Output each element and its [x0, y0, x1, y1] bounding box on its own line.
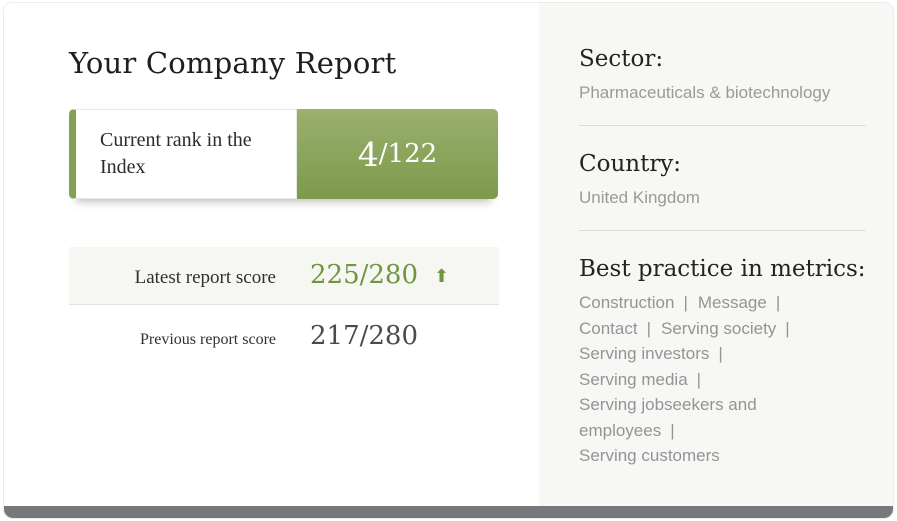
metric-item: Message | [697, 293, 781, 313]
sector-value: Pharmaceuticals & biotechnology [579, 82, 831, 102]
current-rank-total: 122 [387, 139, 438, 170]
previous-score-row: Previous report score 217/280 [69, 305, 499, 366]
current-rank-value: 4 [357, 134, 379, 174]
metric-separator: | [718, 344, 723, 364]
metric-item: Serving society | [661, 318, 790, 338]
metric-separator: | [646, 318, 652, 338]
best-practice-list: Construction | Message | Contact | Serving soc… [579, 290, 837, 469]
previous-score-value: 217/280 [310, 321, 419, 352]
latest-score-label: Latest report score [134, 267, 276, 289]
current-rank-box: Current rank in the Index 4/122 [69, 109, 498, 200]
page-title: Your Company Report [69, 46, 397, 80]
report-summary-pane: Your Company Report Current rank in the … [4, 3, 539, 506]
current-rank-value-box: 4/122 [297, 109, 498, 200]
card-body: Your Company Report Current rank in the … [4, 3, 893, 506]
best-practice-heading: Best practice in metrics: [579, 255, 866, 282]
metric-separator: | [683, 293, 688, 313]
latest-score-value: 225/280 [310, 260, 419, 291]
metric-item: Contact | [579, 318, 652, 338]
metric-separator: | [775, 293, 781, 313]
divider [579, 229, 866, 231]
metric-item: Serving investors | [579, 344, 723, 364]
company-details-pane: Sector: Pharmaceuticals & biotechnology … [539, 3, 893, 506]
previous-score-label: Previous report score [140, 331, 276, 349]
metric-item: Serving jobseekers and employees | [579, 395, 757, 440]
up-arrow-icon: ⬆ [434, 266, 450, 288]
latest-score-row: Latest report score 225/280 ⬆ [69, 247, 499, 306]
current-rank-label-box: Current rank in the Index [69, 109, 297, 200]
score-rows: Latest report score 225/280 ⬆ Previous r… [69, 247, 499, 366]
metric-separator: | [696, 369, 702, 389]
country-heading: Country: [579, 150, 682, 177]
current-rank-label: Current rank in the Index [100, 129, 252, 179]
sector-heading: Sector: [579, 46, 664, 72]
metric-separator: | [785, 318, 790, 338]
metric-separator: | [670, 420, 675, 440]
current-rank-separator: / [378, 139, 388, 170]
metric-item: Serving customers [579, 446, 720, 466]
country-value: United Kingdom [579, 187, 700, 207]
report-card: Your Company Report Current rank in the … [3, 2, 894, 519]
metric-item: Construction | [579, 293, 688, 313]
metric-item: Serving media | [579, 369, 702, 389]
card-footer-bar [4, 506, 893, 518]
divider [579, 124, 866, 126]
